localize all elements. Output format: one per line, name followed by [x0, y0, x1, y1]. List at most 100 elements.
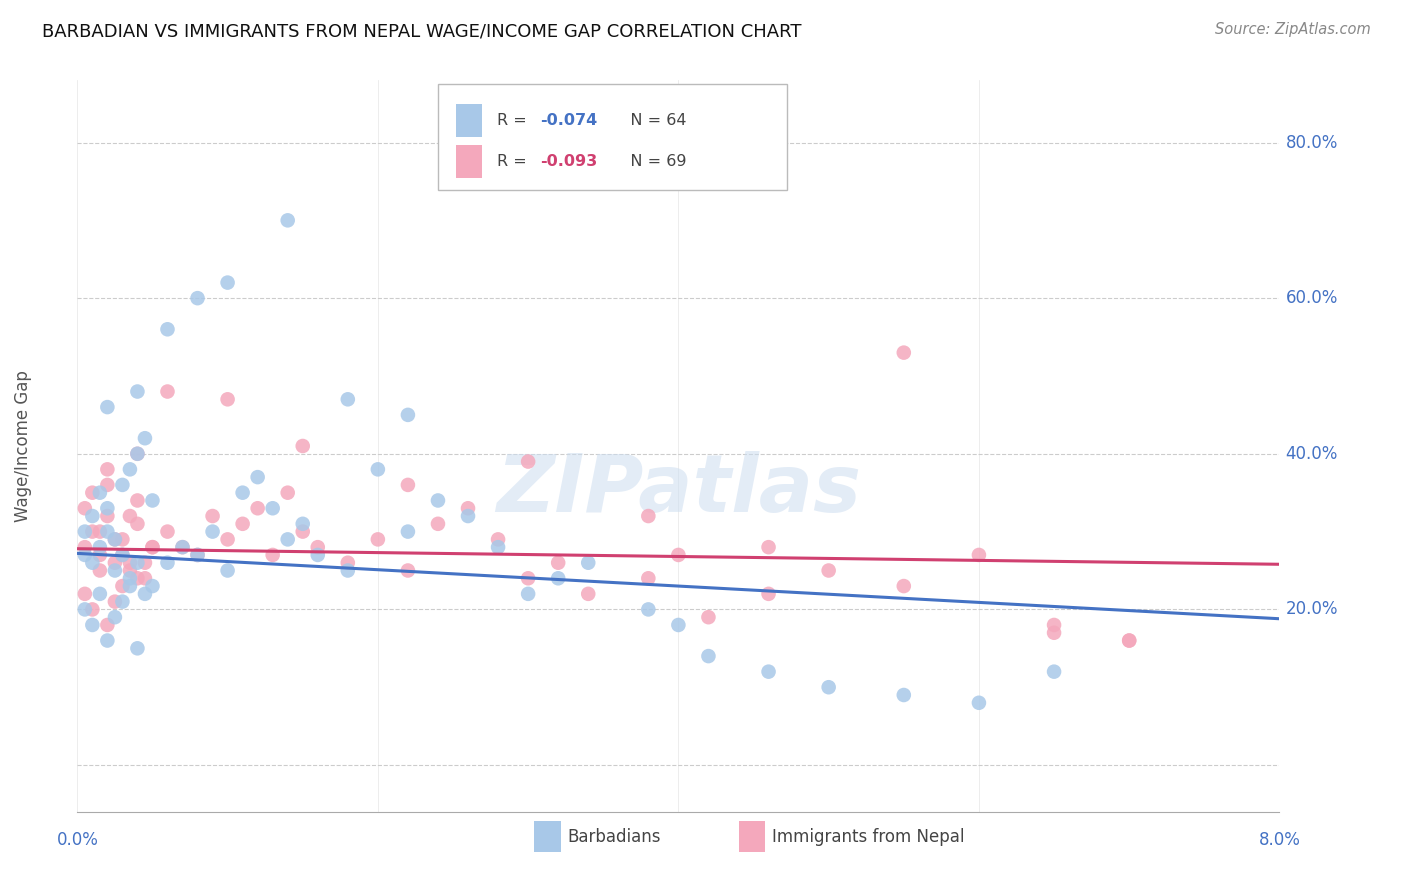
Point — [232, 485, 254, 500]
Point — [486, 540, 509, 554]
Point — [1118, 633, 1140, 648]
Point — [186, 291, 209, 305]
Text: -0.074: -0.074 — [540, 112, 598, 128]
Point — [96, 633, 118, 648]
Point — [111, 548, 134, 562]
Point — [118, 556, 141, 570]
FancyBboxPatch shape — [439, 84, 786, 190]
Point — [156, 524, 179, 539]
Point — [668, 548, 690, 562]
Point — [111, 594, 134, 608]
Bar — [456, 103, 482, 136]
Point — [82, 509, 104, 524]
Point — [73, 587, 96, 601]
Point — [246, 470, 269, 484]
Point — [141, 579, 163, 593]
Point — [82, 524, 104, 539]
Point — [967, 548, 990, 562]
Point — [893, 579, 915, 593]
Point — [172, 540, 194, 554]
Point — [277, 485, 299, 500]
Point — [96, 618, 118, 632]
Point — [367, 533, 389, 547]
Point — [576, 556, 599, 570]
Point — [668, 618, 690, 632]
Point — [127, 447, 149, 461]
Point — [82, 485, 104, 500]
Point — [758, 587, 780, 601]
Text: R =: R = — [496, 112, 531, 128]
Point — [517, 571, 540, 585]
Point — [547, 571, 569, 585]
Point — [1043, 625, 1066, 640]
Point — [637, 571, 659, 585]
Point — [396, 408, 419, 422]
Point — [336, 556, 359, 570]
Point — [457, 509, 479, 524]
Point — [118, 571, 141, 585]
Point — [217, 533, 239, 547]
Point — [817, 564, 839, 578]
Point — [232, 516, 254, 531]
Point — [277, 213, 299, 227]
Point — [517, 454, 540, 468]
Point — [262, 501, 284, 516]
Point — [127, 556, 149, 570]
Point — [277, 533, 299, 547]
Bar — [456, 145, 482, 178]
Point — [186, 548, 209, 562]
Bar — [534, 822, 561, 852]
Point — [111, 548, 134, 562]
Point — [96, 462, 118, 476]
Point — [291, 439, 314, 453]
Point — [697, 649, 720, 664]
Point — [1043, 618, 1066, 632]
Point — [111, 579, 134, 593]
Point — [367, 462, 389, 476]
Point — [104, 564, 127, 578]
Point — [637, 509, 659, 524]
Text: ZIPatlas: ZIPatlas — [496, 450, 860, 529]
Point — [96, 501, 118, 516]
Point — [127, 447, 149, 461]
Text: N = 64: N = 64 — [614, 112, 686, 128]
Point — [758, 665, 780, 679]
Point — [127, 384, 149, 399]
Text: Source: ZipAtlas.com: Source: ZipAtlas.com — [1215, 22, 1371, 37]
Point — [893, 688, 915, 702]
Point — [111, 478, 134, 492]
Point — [118, 462, 141, 476]
Point — [246, 501, 269, 516]
Point — [637, 602, 659, 616]
Text: 80.0%: 80.0% — [1285, 134, 1339, 152]
Point — [336, 564, 359, 578]
Point — [217, 392, 239, 407]
Point — [104, 594, 127, 608]
Point — [156, 322, 179, 336]
Point — [893, 345, 915, 359]
Text: R =: R = — [496, 153, 531, 169]
Text: 0.0%: 0.0% — [56, 831, 98, 849]
Point — [201, 509, 224, 524]
Point — [73, 602, 96, 616]
Point — [141, 540, 163, 554]
Text: N = 69: N = 69 — [614, 153, 686, 169]
Point — [262, 548, 284, 562]
Point — [111, 533, 134, 547]
Point — [172, 540, 194, 554]
Point — [427, 493, 450, 508]
Point — [127, 641, 149, 656]
Point — [89, 564, 111, 578]
Point — [697, 610, 720, 624]
Point — [396, 478, 419, 492]
Point — [427, 516, 450, 531]
Point — [576, 587, 599, 601]
Point — [291, 524, 314, 539]
Point — [82, 556, 104, 570]
Point — [156, 384, 179, 399]
Point — [89, 587, 111, 601]
Point — [89, 485, 111, 500]
Point — [486, 533, 509, 547]
Point — [134, 556, 156, 570]
Point — [201, 524, 224, 539]
